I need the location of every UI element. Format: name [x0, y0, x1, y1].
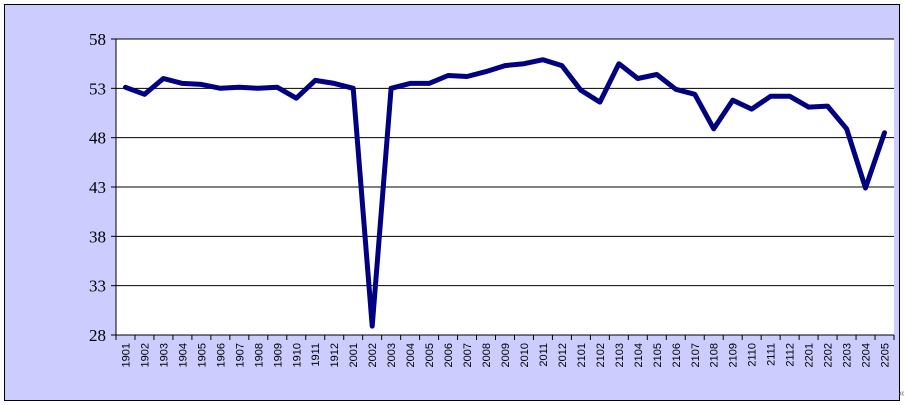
- x-tick-label: 1902: [139, 343, 151, 367]
- x-tick-label: 2001: [348, 343, 360, 367]
- x-tick-label: 2011: [538, 343, 550, 367]
- x-axis-ticks: 1901 1902 1903 1904 1905 1906 1907 1908 1909 1910…: [115, 335, 895, 367]
- x-tick-label: 2007: [462, 343, 474, 367]
- x-tick-label: 2205: [880, 343, 892, 367]
- x-tick-label: 2006: [443, 343, 455, 367]
- x-tick-label: 2002: [367, 343, 379, 367]
- y-tick-label: 53: [89, 79, 106, 98]
- x-tick-label: 2005: [424, 343, 436, 367]
- x-tick-label: 2102: [595, 343, 607, 367]
- x-tick-label: 2004: [405, 343, 417, 367]
- x-tick-label: 2106: [671, 343, 683, 367]
- x-tick-label: 1912: [329, 343, 341, 367]
- chart-frame: 28 33 38 43 48 53 58 1901 1902 1903 1904 1905 1906 1…: [4, 4, 900, 401]
- x-tick-label: 1901: [120, 343, 132, 367]
- x-tick-label: 2103: [614, 343, 626, 367]
- x-tick-label: 2111: [766, 343, 778, 366]
- y-axis-ticks: 28 33 38 43 48 53 58: [89, 30, 116, 345]
- corner-mark: «: [899, 388, 905, 399]
- x-tick-label: 2010: [519, 343, 531, 367]
- y-tick-label: 48: [89, 129, 106, 148]
- x-tick-label: 2105: [652, 343, 664, 367]
- x-tick-label: 2107: [690, 343, 702, 367]
- x-tick-label: 1911: [310, 343, 322, 367]
- y-tick-label: 38: [89, 227, 106, 246]
- x-tick-label: 1908: [253, 343, 265, 367]
- x-tick-label: 2104: [633, 343, 645, 367]
- x-tick-label: 2101: [576, 343, 588, 367]
- y-tick-label: 33: [89, 277, 106, 296]
- y-tick-label: 28: [89, 326, 106, 345]
- x-tick-label: 1909: [272, 343, 284, 367]
- x-tick-label: 2112: [785, 343, 797, 367]
- x-tick-label: 2203: [842, 343, 854, 367]
- series-group: [123, 57, 887, 329]
- x-tick-label: 1905: [196, 343, 208, 367]
- grid-lines: [116, 38, 894, 287]
- x-tick-label: 2008: [481, 343, 493, 367]
- x-tick-label: 1904: [177, 343, 189, 367]
- x-tick-label: 2202: [823, 343, 835, 367]
- x-tick-label: 2204: [861, 343, 873, 367]
- x-tick-label: 1903: [158, 343, 170, 367]
- x-tick-label: 1910: [291, 343, 303, 367]
- x-tick-label: 2003: [386, 343, 398, 367]
- y-tick-label: 58: [89, 30, 106, 49]
- x-tick-label: 1907: [234, 343, 246, 367]
- x-tick-label: 2110: [747, 343, 759, 367]
- x-tick-label: 2109: [728, 343, 740, 367]
- x-tick-label: 1906: [215, 343, 227, 367]
- x-tick-label: 2009: [500, 343, 512, 367]
- x-tick-label: 2201: [804, 343, 816, 367]
- x-tick-label: 2108: [709, 343, 721, 367]
- x-tick-label: 2012: [557, 343, 569, 367]
- y-tick-label: 43: [89, 178, 106, 197]
